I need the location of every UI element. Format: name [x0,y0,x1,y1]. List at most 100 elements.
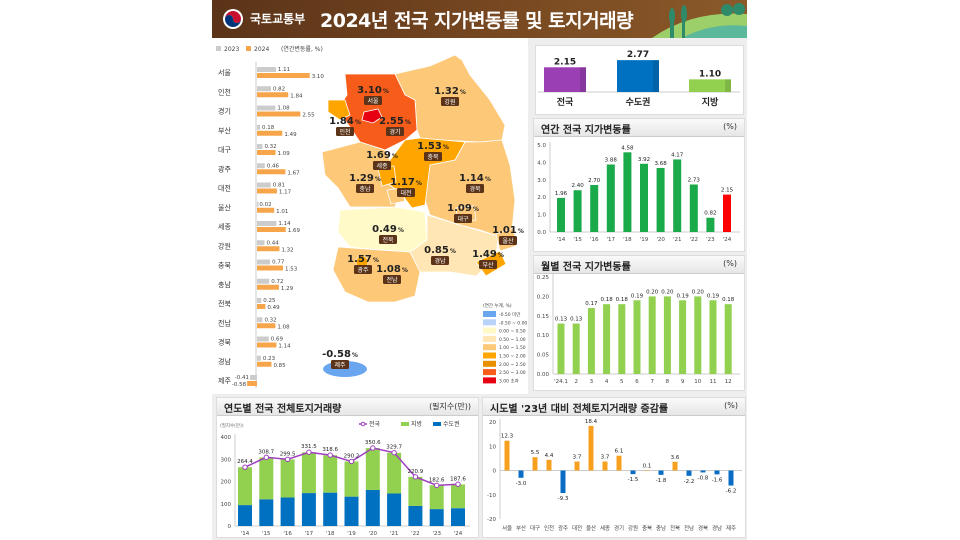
map-region-label: 인천 [339,128,350,136]
x-tick-label: '15 [573,237,582,243]
monthly-value: 0.20 [661,289,674,295]
bar-2023 [257,259,271,265]
map-value-13: 1.49% [472,249,504,260]
bar-local [238,467,252,506]
percent-sign: % [402,267,408,274]
map-value-10: 1.01% [492,225,524,236]
total-value: 290.2 [344,453,360,459]
map-region-label: 경북 [469,186,481,193]
x-tick-label: 4 [605,379,609,385]
value-2023: 0.46 [267,163,280,169]
map-badge [379,235,397,244]
legend-swatch [401,422,409,426]
legend-label: 지방 [411,420,423,428]
change-bar [686,470,692,476]
total-point [306,449,312,455]
bar-2024 [257,284,279,290]
map-legend-swatch [483,319,496,326]
y-tick-label: 0.10 [537,333,550,339]
bar-local [280,459,295,498]
map-badge [454,214,472,223]
map-legend-label: 1.50 ~ 2.00 [499,354,526,360]
x-tick-label: 강원 [628,524,638,532]
bar-2023 [257,336,269,342]
percent-sign: % [392,153,398,160]
percent-sign: % [460,89,466,96]
total-value: 318.6 [322,447,338,453]
monthly-value: 0.13 [570,317,583,323]
bar-local [365,448,380,490]
map-badge [386,127,404,136]
volume-chart: 0 100 200 300 400 '14 '15 '16 '17 '18 '19 '20 '21 '22… [220,420,470,537]
bar-2023 [257,278,270,284]
region-label: 전남 [218,318,231,327]
value-2024: 0.49 [267,305,280,311]
monthly-bar [663,296,671,374]
regional-rate-chart: 2023 2024 (연간변동률, %) 서울 1.11 3.10 인천 0.82 1.84 경기… [216,45,324,388]
bar-2024 [257,265,284,271]
y-tick-label: 300 [221,457,232,463]
map-value-0: 3.10% [357,85,389,96]
change-bar [602,461,608,471]
x-tick-label: 2 [574,379,578,385]
map-value-3: 2.55% [379,116,411,127]
value-2023: 0.32 [264,317,276,323]
map-region-label: 경남 [434,257,446,265]
bar-local [408,476,423,506]
x-tick-label: 경남 [712,524,722,532]
region-label: 서울 [218,68,231,77]
monthly-value: 0.19 [676,293,689,299]
annual-value: 2.15 [721,188,734,194]
change-bar [658,470,664,475]
x-tick-label: '14 [557,237,566,243]
x-tick-label: '21 [390,531,399,537]
percent-sign: % [383,88,389,95]
value-2024: 1.53 [285,267,298,273]
bar-metro [451,508,465,526]
total-value: 350.6 [365,440,381,446]
map-value-6: 1.29% [349,173,381,184]
x-tick-label: 서울 [502,524,512,532]
change-value: -1.8 [656,478,667,484]
change-value: 5.5 [531,450,540,456]
x-tick-label: '24 [454,531,463,537]
y-tick-label: 400 [221,435,232,441]
x-tick-label: '23 [706,237,715,243]
x-tick-label: '18 [326,531,335,537]
summary-bar [617,60,659,92]
map-legend-label: 1.00 ~ 1.50 [499,345,526,351]
x-tick-label: '24.1 [554,379,568,385]
x-tick-label: 전북 [670,524,680,532]
change-title: 시도별 '23년 대비 전체토지거래량 증감률 [490,404,669,415]
map-badge [364,96,382,105]
map-legend-label: 0.00 ~ 0.50 [499,329,526,335]
change-bar [518,470,524,478]
annual-value: 1.96 [555,191,568,197]
y-tick-label: 0.00 [537,372,550,378]
map-badge [479,260,497,269]
annual-bar [573,190,582,232]
header-banner: 국토교통부 2024년 전국 지가변동률 및 토지거래량 [212,0,747,38]
page-title: 2024년 전국 지가변동률 및 토지거래량 [320,10,634,32]
map-region-label: 제주 [334,361,346,369]
annual-bar [606,164,615,232]
bar-metro [365,489,380,526]
change-value: -0.8 [698,475,709,481]
map-region-label: 강원 [444,98,455,106]
bar-2023 [250,375,257,380]
value-2024: 1.84 [290,93,303,99]
x-tick-label: '21 [673,237,682,243]
x-tick-label: 충북 [642,524,652,532]
x-tick-label: 충남 [656,524,666,532]
bar-2024 [257,227,286,232]
legend-line-marker [360,421,366,427]
summary-bar-shade [725,79,731,92]
value-2023: 1.11 [278,67,290,73]
change-value: 3.7 [573,455,582,461]
x-tick-label: '24 [723,237,732,243]
x-tick-label: '20 [369,531,378,537]
value-2023: 0.25 [263,298,276,304]
monthly-bar [724,304,732,374]
map-legend-label: -0.50 ~ 0.00 [499,320,527,326]
x-tick-label: 대구 [530,524,540,532]
